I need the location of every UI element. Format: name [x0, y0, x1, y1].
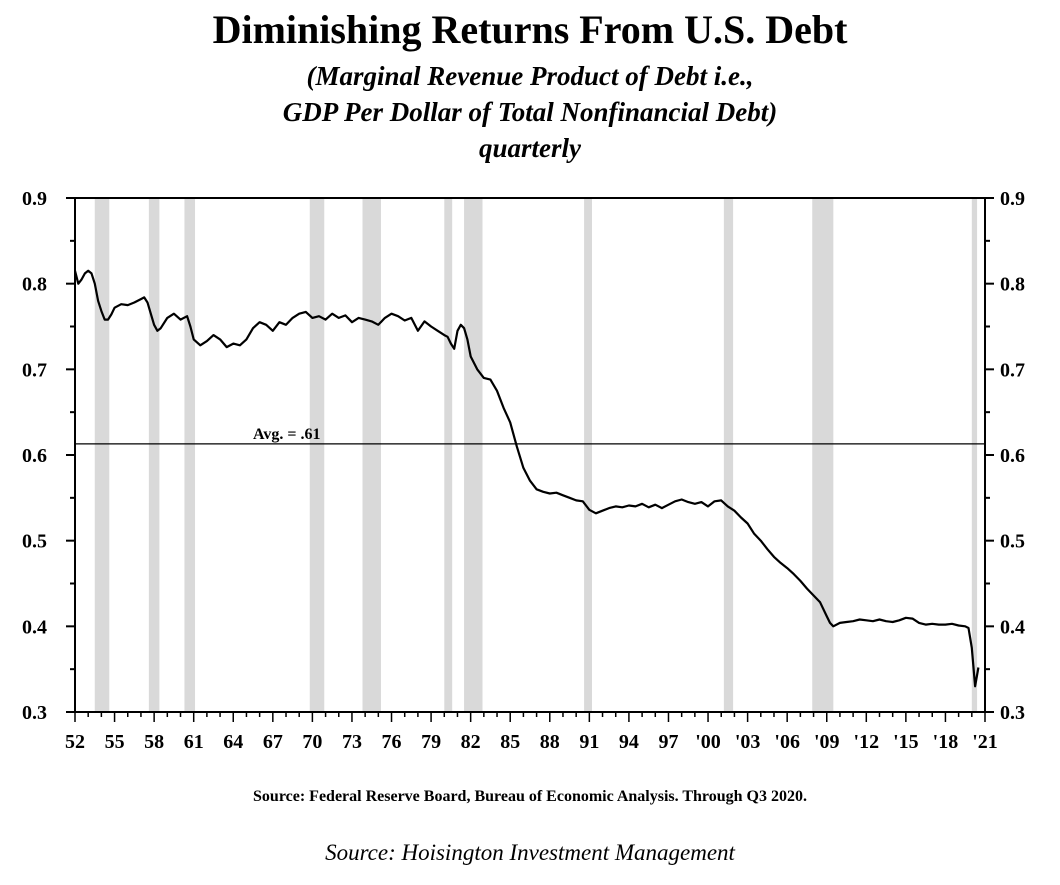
recession-band-4 — [362, 198, 381, 712]
y-tick-label-left: 0.7 — [22, 359, 47, 381]
y-tick-label-right: 0.4 — [1000, 616, 1025, 638]
recession-band-2 — [184, 198, 196, 712]
x-tick-label: 64 — [223, 731, 243, 753]
recession-band-6 — [464, 198, 483, 712]
x-tick-label: '18 — [933, 731, 959, 753]
y-tick-label-right: 0.9 — [1000, 188, 1025, 210]
y-tick-label-right: 0.3 — [1000, 702, 1025, 724]
recession-band-10 — [971, 198, 978, 712]
y-tick-label-left: 0.5 — [22, 531, 47, 553]
x-tick-label: '09 — [814, 731, 840, 753]
y-tick-label-left: 0.6 — [22, 445, 47, 467]
x-tick-label: 67 — [263, 731, 283, 753]
x-tick-label: 97 — [658, 731, 678, 753]
y-tick-label-left: 0.9 — [22, 188, 47, 210]
x-tick-label: '21 — [972, 731, 998, 753]
x-tick-label: 91 — [579, 731, 599, 753]
y-tick-label-left: 0.8 — [22, 274, 47, 296]
recession-band-7 — [584, 198, 592, 712]
recession-band-0 — [94, 198, 110, 712]
x-tick-label: '03 — [735, 731, 761, 753]
credit-source-note: Source: Hoisington Investment Management — [325, 840, 735, 865]
chart-subtitle-line-1: (Marginal Revenue Product of Debt i.e., — [306, 61, 754, 91]
x-tick-label: 82 — [461, 731, 481, 753]
x-tick-label: 52 — [65, 731, 85, 753]
y-tick-label-left: 0.3 — [22, 702, 47, 724]
y-tick-label-right: 0.5 — [1000, 531, 1025, 553]
chart-title: Diminishing Returns From U.S. Debt — [212, 7, 848, 52]
data-source-note: Source: Federal Reserve Board, Bureau of… — [253, 788, 807, 805]
y-tick-label-left: 0.4 — [22, 616, 47, 638]
y-tick-label-right: 0.7 — [1000, 359, 1025, 381]
x-tick-label: '06 — [774, 731, 800, 753]
chart-subtitle-line-2: GDP Per Dollar of Total Nonfinancial Deb… — [282, 97, 778, 127]
recession-band-8 — [723, 198, 734, 712]
x-tick-label: '12 — [854, 731, 880, 753]
x-tick-label: 85 — [500, 731, 520, 753]
x-tick-label: 70 — [302, 731, 322, 753]
average-line-label: Avg. = .61 — [253, 426, 320, 443]
series-line-0 — [73, 269, 980, 688]
recession-band-5 — [444, 198, 453, 712]
y-tick-label-right: 0.6 — [1000, 445, 1025, 467]
x-tick-label: 58 — [144, 731, 164, 753]
x-tick-label: 88 — [540, 731, 560, 753]
recession-band-9 — [812, 198, 834, 712]
x-tick-label: 73 — [342, 731, 362, 753]
x-tick-label: 76 — [382, 731, 402, 753]
chart-subtitle-line-3: quarterly — [478, 133, 581, 163]
x-tick-label: 79 — [421, 731, 441, 753]
x-tick-label: '00 — [695, 731, 721, 753]
x-tick-label: '15 — [893, 731, 919, 753]
recession-band-1 — [148, 198, 160, 712]
y-tick-label-right: 0.8 — [1000, 274, 1025, 296]
x-tick-label: 55 — [105, 731, 125, 753]
recession-band-3 — [309, 198, 325, 712]
x-tick-label: 94 — [619, 731, 639, 753]
x-tick-label: 61 — [184, 731, 204, 753]
